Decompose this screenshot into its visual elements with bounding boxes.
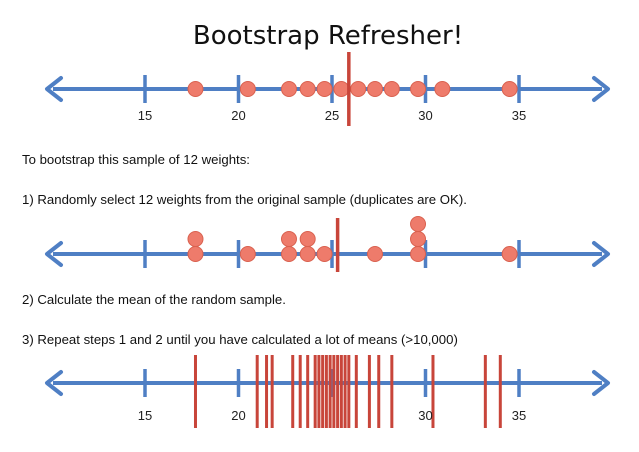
tick-label: 25 xyxy=(325,108,339,123)
right-arrow-icon xyxy=(592,370,610,396)
data-point xyxy=(280,81,297,97)
tick-label: 15 xyxy=(138,108,152,123)
original-sample-number-line: 15 20 25 30 35 xyxy=(45,52,610,126)
data-point xyxy=(280,231,297,247)
step-3-text: 3) Repeat steps 1 and 2 until you have c… xyxy=(22,332,458,347)
data-point xyxy=(383,81,400,97)
intro-text: To bootstrap this sample of 12 weights: xyxy=(22,152,250,167)
right-arrow-icon xyxy=(592,76,610,102)
data-point xyxy=(410,231,427,247)
tick-label: 35 xyxy=(512,108,526,123)
data-point xyxy=(501,81,518,97)
data-point xyxy=(410,216,427,232)
data-point xyxy=(410,81,427,97)
data-point xyxy=(239,246,256,262)
data-point xyxy=(410,246,427,262)
data-point xyxy=(239,81,256,97)
data-point xyxy=(299,231,316,247)
data-point xyxy=(316,81,333,97)
tick-label: 30 xyxy=(418,408,432,423)
data-point xyxy=(434,81,451,97)
tick-label: 20 xyxy=(231,108,245,123)
data-point xyxy=(501,246,518,262)
left-arrow-icon xyxy=(45,241,63,267)
data-point xyxy=(280,246,297,262)
bootstrap-means-number-line: 15 20 30 35 xyxy=(45,355,610,428)
data-point xyxy=(299,246,316,262)
right-arrow-icon xyxy=(592,241,610,267)
data-point xyxy=(367,246,384,262)
data-point xyxy=(316,246,333,262)
bootstrap-sample-number-line xyxy=(45,216,610,272)
step-2-text: 2) Calculate the mean of the random samp… xyxy=(22,292,286,307)
tick-label: 15 xyxy=(138,408,152,423)
data-point xyxy=(367,81,384,97)
data-point xyxy=(187,231,204,247)
data-point xyxy=(299,81,316,97)
data-point xyxy=(187,81,204,97)
tick-label: 35 xyxy=(512,408,526,423)
tick-label: 30 xyxy=(418,108,432,123)
step-1-text: 1) Randomly select 12 weights from the o… xyxy=(22,192,467,207)
left-arrow-icon xyxy=(45,76,63,102)
data-point xyxy=(333,81,350,97)
data-point xyxy=(187,246,204,262)
tick-label: 20 xyxy=(231,408,245,423)
data-point xyxy=(350,81,367,97)
left-arrow-icon xyxy=(45,370,63,396)
page-title: Bootstrap Refresher! xyxy=(193,21,463,51)
